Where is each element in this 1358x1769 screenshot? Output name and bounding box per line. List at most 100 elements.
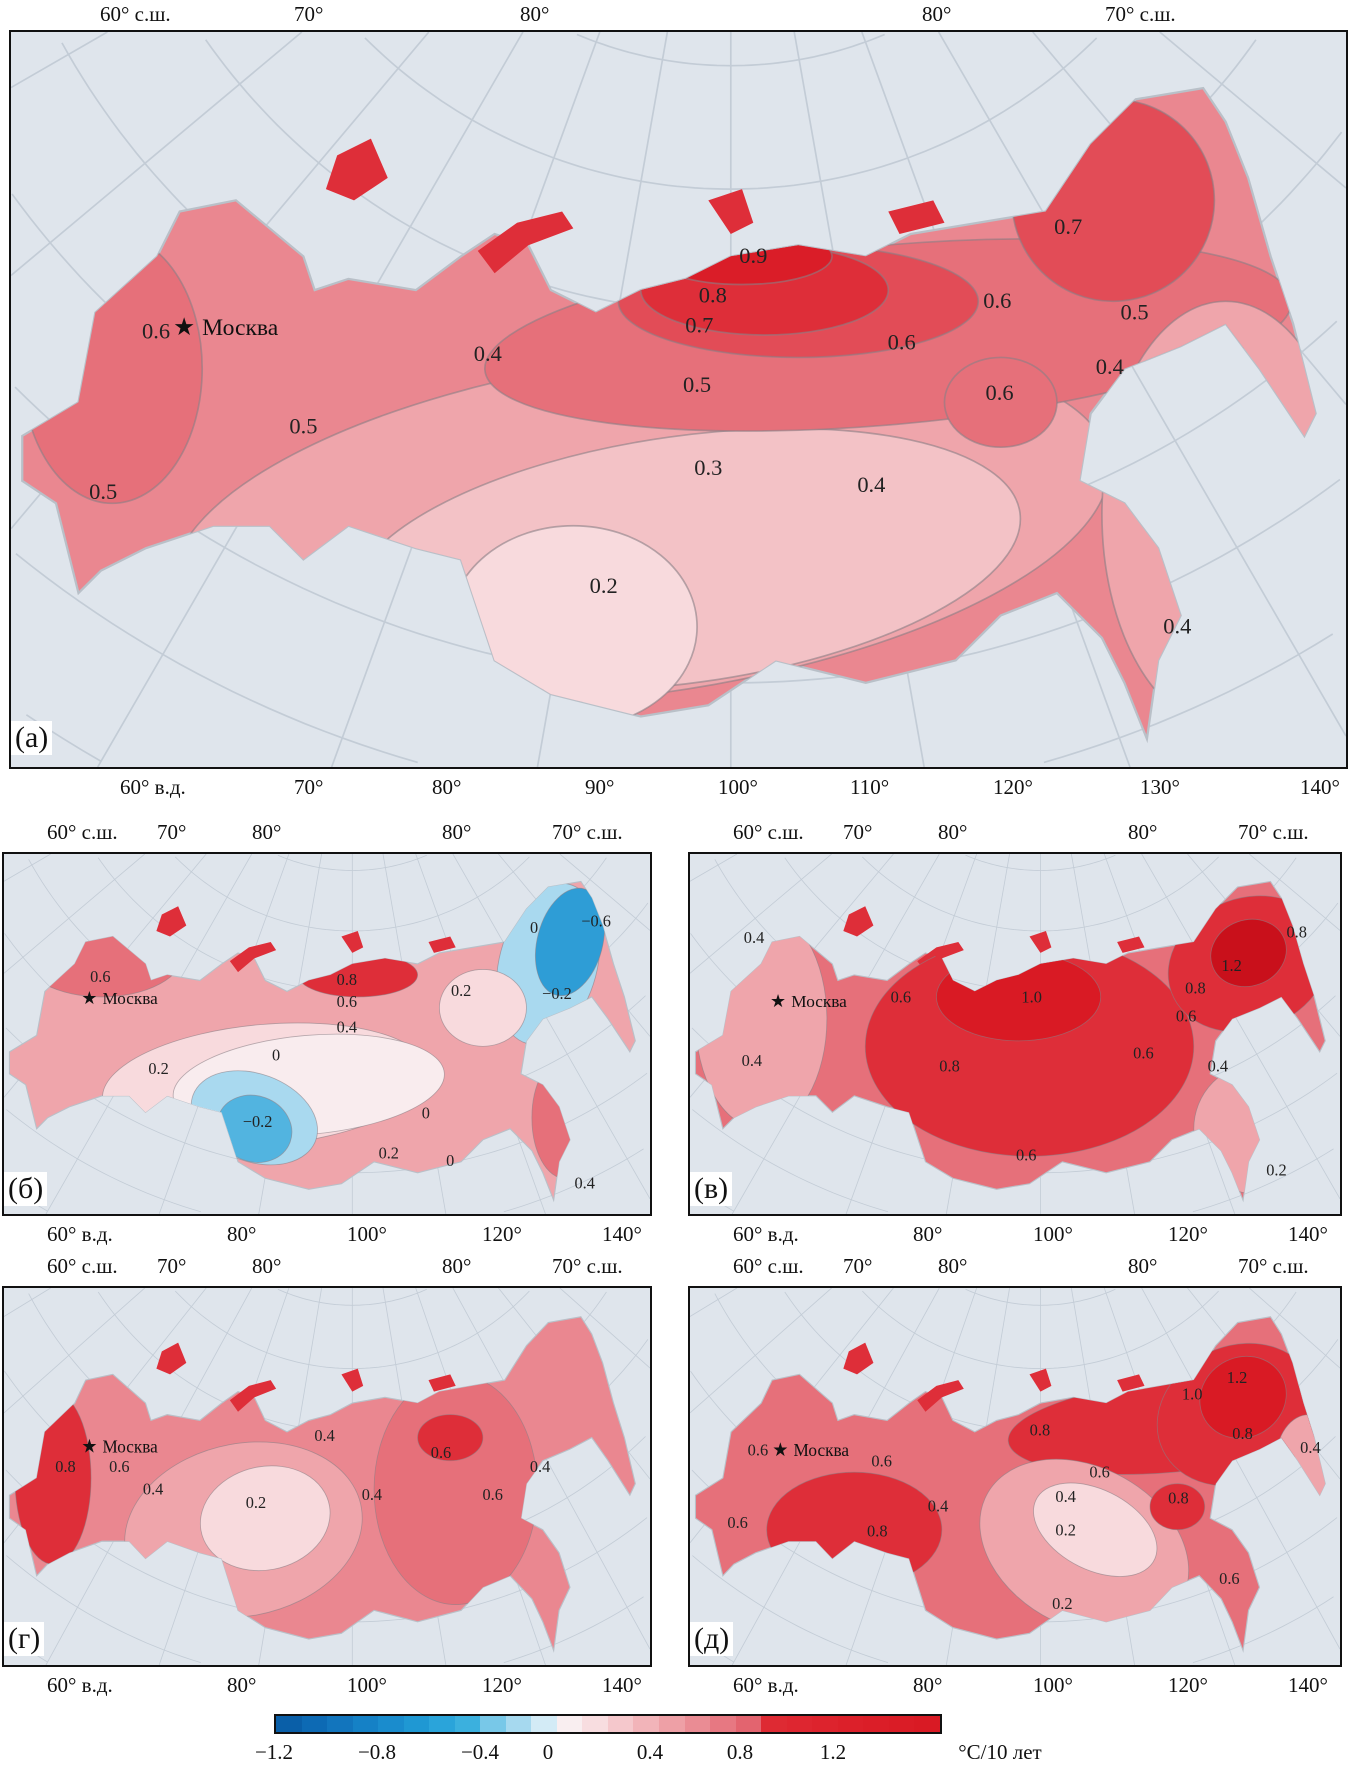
colorbar-segment [480, 1716, 506, 1732]
bottom-label: 140° [602, 1222, 642, 1246]
contour-label: 0.4 [314, 1426, 335, 1446]
contour-label: 1.2 [1227, 1368, 1248, 1387]
top-label: 80° [442, 1254, 472, 1278]
bottom-label: 60° в.д. [47, 1222, 113, 1246]
moscow-label: Москва [793, 1439, 849, 1459]
trend-zone [1149, 1483, 1206, 1531]
arctic-island [1117, 1374, 1145, 1392]
colorbar-segment [403, 1716, 430, 1732]
arctic-island [708, 189, 754, 234]
top-label: 70° [843, 820, 873, 844]
top-label: 80° [922, 2, 952, 26]
bottom-label: 140° [1300, 775, 1340, 799]
bottom-label: 90° [585, 775, 615, 799]
contour-label: 0.5 [89, 479, 117, 504]
arctic-island [341, 1368, 364, 1392]
moscow-star-icon: ★ [772, 1439, 788, 1461]
colorbar-segment [786, 1716, 813, 1732]
trend-zone [373, 1373, 538, 1605]
trend-zone [535, 887, 605, 997]
panel-label-e: (д) [690, 1622, 734, 1656]
panel-label-c: (в) [690, 1172, 733, 1206]
meridian-line [690, 1288, 738, 1317]
contour-label: 0.6 [1016, 1146, 1037, 1165]
contour-label: 0.6 [1133, 1043, 1154, 1062]
contour-label: 0.4 [1163, 613, 1191, 638]
panel-label-a: (а) [11, 721, 53, 755]
moscow-label: Москва [202, 315, 279, 341]
meridian-line [690, 854, 832, 974]
contour-label: 0.2 [451, 981, 471, 1000]
bottom-label: 110° [850, 775, 890, 799]
arctic-island [156, 906, 187, 937]
trend-zone [25, 881, 157, 937]
bottom-label: 130° [1140, 775, 1180, 799]
contour-label: −0.2 [542, 984, 572, 1003]
contour-label: 0 [446, 1151, 454, 1170]
bottom-label: 120° [1168, 1222, 1208, 1246]
meridian-line [690, 854, 738, 882]
trend-zone [1275, 1414, 1326, 1508]
meridian-line [452, 1288, 650, 1650]
meridian-line [1249, 854, 1340, 931]
arctic-island [917, 1380, 964, 1412]
colorbar-segment [684, 1716, 711, 1732]
top-label: 60° с.ш. [47, 820, 118, 844]
colorbar-tick: 0.4 [636, 1740, 664, 1764]
contour-label: 0.8 [867, 1521, 888, 1540]
contour-label: 0.5 [289, 414, 317, 439]
contour-label: 0.2 [1055, 1520, 1076, 1539]
top-label: 60° с.ш. [100, 2, 171, 26]
colorbar-tick: −0.8 [357, 1740, 397, 1764]
contour-label: 0.2 [148, 1059, 168, 1078]
contour-label: 0.4 [530, 1457, 551, 1477]
top-label: 70° [157, 820, 187, 844]
bottom-label: 100° [347, 1222, 387, 1246]
trend-zone [1033, 1482, 1158, 1577]
bottom-label: 100° [1033, 1222, 1073, 1246]
colorbar-segment [633, 1716, 659, 1732]
parallel-line [503, 1148, 644, 1213]
arctic-island [156, 1342, 187, 1375]
colorbar-unit: °C/10 лет [958, 1740, 1042, 1764]
bottom-label: 120° [1168, 1673, 1208, 1697]
contour-label: 0.4 [337, 1018, 357, 1037]
moscow-label: Москва [103, 989, 159, 1008]
contour-label: 0.8 [699, 282, 727, 307]
contour-label: 0.8 [337, 970, 357, 989]
bottom-label: 100° [1033, 1673, 1073, 1697]
map-canvas: 0.6 0.5 0.5 0.4 0.9 0.8 0.7 0.5 0.3 0.2 0.4 0.6 0.6 0… [11, 32, 1346, 767]
contour-label: 0.9 [739, 243, 767, 268]
contour-label: 0.8 [1232, 1423, 1253, 1442]
bottom-label: 80° [913, 1222, 943, 1246]
contour-label: 0 [530, 918, 538, 937]
colorbar-segment [454, 1716, 481, 1732]
colorbar-segment [863, 1716, 889, 1732]
panel-label-b: (б) [4, 1172, 48, 1206]
trend-zone [1199, 1355, 1287, 1439]
top-label: 70° с.ш. [552, 820, 623, 844]
arctic-island [477, 211, 574, 274]
meridian-line [1159, 32, 1346, 189]
top-label: 60° с.ш. [733, 820, 804, 844]
colorbar-segment [556, 1716, 583, 1732]
colorbar-segment [429, 1716, 455, 1732]
colorbar-segment [352, 1716, 379, 1732]
top-label: 70° с.ш. [1238, 1254, 1309, 1278]
contour-label: 0.4 [362, 1484, 383, 1504]
contour-label: 0.4 [1300, 1438, 1321, 1457]
bottom-label: 80° [227, 1222, 257, 1246]
colorbar-segment [710, 1716, 736, 1732]
colorbar-segment [658, 1716, 685, 1732]
colorbar-segment [735, 1716, 762, 1732]
trend-zone [531, 1056, 598, 1179]
arctic-island [229, 941, 277, 973]
top-label: 70° [157, 1254, 187, 1278]
trend-zone [297, 952, 419, 998]
meridian-line [559, 854, 650, 931]
top-label: 80° [252, 1254, 282, 1278]
colorbar-segment [582, 1716, 608, 1732]
meridian-line [1249, 1288, 1340, 1369]
trend-zone [22, 233, 204, 505]
colorbar-segment [812, 1716, 838, 1732]
